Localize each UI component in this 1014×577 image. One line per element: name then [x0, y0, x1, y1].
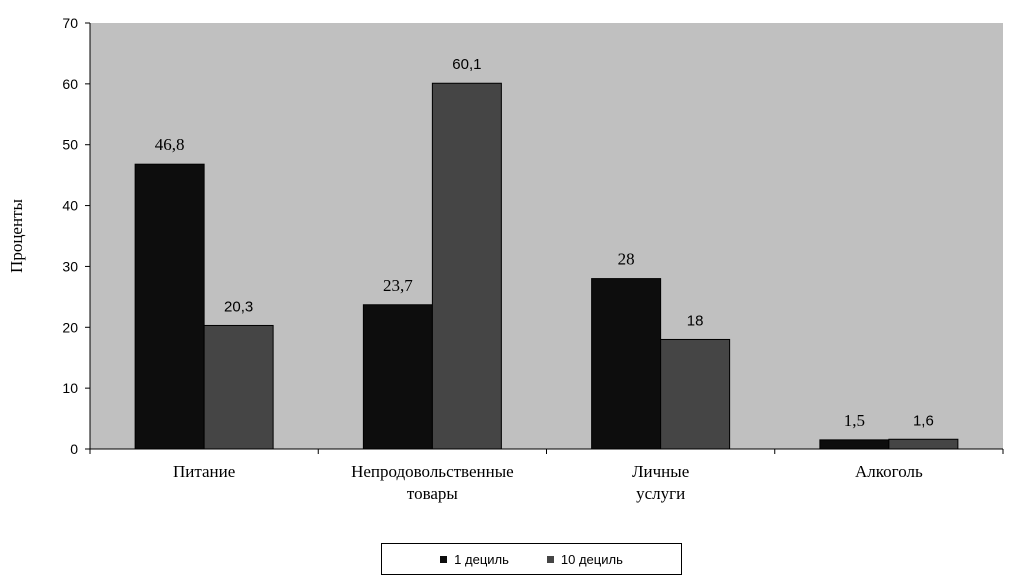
y-tick-label: 0 [70, 441, 78, 457]
bar-series-1 [134, 163, 205, 450]
x-tick-label: Личные услуги [632, 462, 689, 503]
bar-series-1 [591, 278, 662, 450]
legend-item-series-2: 10 дециль [546, 551, 623, 567]
x-axis: Питание Непродовольственные товары Личные ус… [89, 448, 1004, 503]
legend-swatch-series-2 [546, 555, 554, 563]
x-tick-label: Питание [173, 462, 235, 481]
y-tick-label: 10 [62, 380, 78, 396]
bar-series-2 [888, 438, 959, 450]
legend-swatch-series-1 [440, 555, 448, 563]
data-label-series-1: 28 [618, 250, 635, 269]
bars [134, 82, 959, 450]
y-tick-label: 30 [62, 258, 78, 274]
data-label-series-1: 1,5 [844, 411, 865, 430]
bar-series-2 [203, 324, 274, 450]
legend: 1 дециль 10 дециль [381, 543, 682, 575]
data-label-series-2: 18 [687, 312, 704, 329]
data-label-series-1: 46,8 [155, 135, 185, 154]
legend-item-series-1: 1 дециль [440, 552, 509, 567]
legend-label-series-2: 10 дециль [560, 551, 623, 567]
x-tick-label: Алкоголь [855, 462, 923, 481]
bar-series-1 [819, 439, 890, 450]
x-tick-label: Непродовольственные товары [351, 462, 514, 503]
bar-series-2 [660, 338, 731, 450]
bar-series-2 [431, 82, 502, 450]
data-label-series-2: 60,1 [452, 56, 481, 73]
y-tick-label: 70 [62, 15, 78, 31]
y-tick-label: 60 [62, 76, 78, 92]
bar-series-1 [362, 304, 433, 450]
data-label-series-2: 1,6 [913, 412, 934, 429]
y-tick-label: 50 [62, 137, 78, 153]
y-axis: 0 10 20 30 40 50 60 70 [62, 15, 91, 457]
y-axis-title: Проценты [7, 198, 26, 272]
y-tick-label: 40 [62, 198, 78, 214]
y-tick-label: 20 [62, 319, 78, 335]
data-label-series-1: 23,7 [383, 276, 413, 295]
legend-label-series-1: 1 дециль [454, 551, 509, 567]
data-label-series-2: 20,3 [224, 298, 253, 315]
data-labels: 46,8 20,3 23,7 60,1 28 18 1,5 1,6 [155, 56, 934, 430]
